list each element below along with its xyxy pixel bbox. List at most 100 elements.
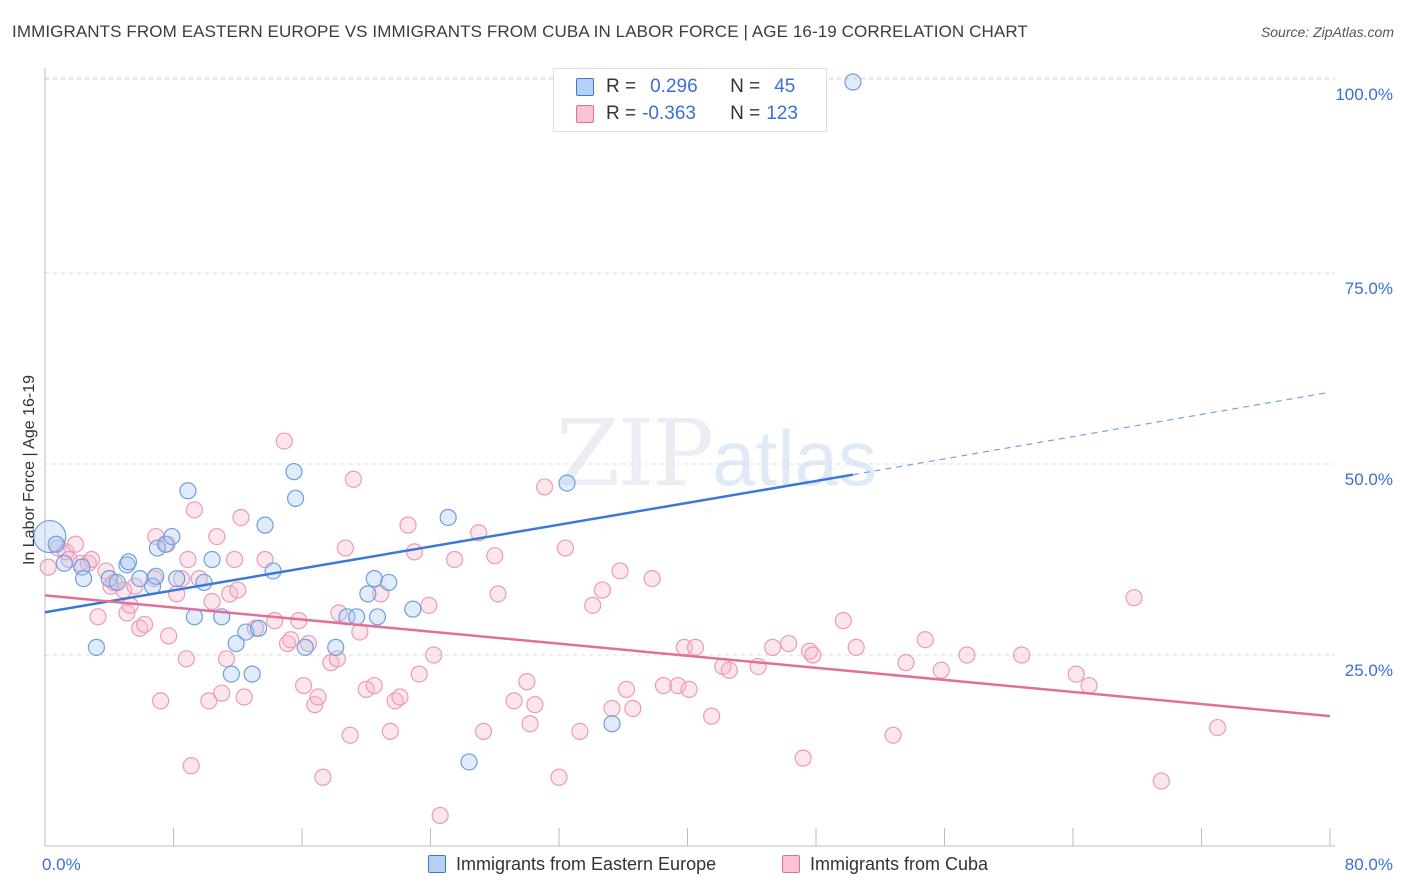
- point-eastern-europe: [296, 638, 314, 656]
- point-cuba: [780, 634, 798, 653]
- point-cuba: [445, 550, 464, 569]
- point-cuba: [282, 631, 300, 649]
- point-cuba: [172, 569, 191, 588]
- point-eastern-europe: [168, 569, 186, 588]
- point-eastern-europe: [195, 573, 213, 592]
- x-tick-label: 0.0%: [42, 855, 81, 874]
- point-cuba: [221, 585, 239, 603]
- point-cuba: [624, 699, 642, 718]
- bottom-legend-swatch-blue: [428, 855, 446, 873]
- point-cuba: [420, 596, 438, 614]
- legend-n-label: N =: [730, 76, 761, 97]
- point-cuba: [152, 692, 170, 710]
- point-eastern-europe: [119, 553, 138, 571]
- point-cuba: [232, 508, 250, 527]
- tick-labels: 25.0% 50.0% 75.0% 100.0% 0.0% 80.0%: [42, 85, 1393, 874]
- legend-swatch-blue: [576, 78, 594, 96]
- series-eastern-europe: [33, 73, 862, 771]
- watermark: ZIPatlas: [556, 400, 877, 507]
- point-cuba: [958, 646, 976, 664]
- stats-legend: R = 0.296 N = 45 R = -0.363 N = 123: [553, 68, 827, 132]
- point-eastern-europe: [256, 516, 274, 534]
- point-cuba: [535, 478, 554, 496]
- point-eastern-europe: [74, 569, 93, 588]
- point-eastern-europe: [404, 600, 422, 618]
- point-eastern-europe: [558, 474, 576, 492]
- y-axis-label: In Labor Force | Age 16-19: [21, 374, 38, 566]
- point-eastern-europe: [365, 569, 383, 588]
- legend-row-eastern-europe: R = 0.296 N = 45: [576, 75, 795, 99]
- point-cuba: [847, 638, 865, 656]
- point-cuba: [295, 676, 313, 695]
- trendlines: [44, 391, 1331, 718]
- point-cuba: [611, 562, 629, 580]
- point-cuba: [669, 676, 687, 695]
- x-tick-label: 80.0%: [1345, 855, 1393, 874]
- point-eastern-europe: [368, 608, 387, 626]
- point-cuba: [160, 627, 178, 645]
- legend-n-value: 123: [766, 103, 798, 124]
- point-eastern-europe: [237, 623, 255, 641]
- point-eastern-europe: [227, 634, 245, 653]
- point-cuba: [654, 676, 673, 695]
- point-cuba: [314, 768, 332, 786]
- point-eastern-europe: [108, 573, 126, 592]
- point-cuba: [1208, 718, 1227, 737]
- point-cuba: [185, 501, 203, 519]
- point-cuba: [686, 638, 705, 656]
- point-cuba: [410, 665, 428, 683]
- point-cuba: [617, 680, 636, 698]
- bottom-legend-label: Immigrants from Eastern Europe: [456, 853, 717, 874]
- point-cuba: [341, 726, 359, 744]
- point-cuba: [932, 661, 950, 679]
- point-eastern-europe: [380, 573, 398, 592]
- point-cuba: [179, 550, 197, 569]
- point-cuba: [702, 707, 721, 725]
- point-eastern-europe: [147, 567, 165, 585]
- point-eastern-europe: [243, 665, 261, 683]
- trendline-eastern-europe: [44, 473, 854, 614]
- point-cuba: [518, 673, 536, 691]
- point-eastern-europe: [603, 715, 621, 733]
- point-cuba: [1125, 589, 1143, 607]
- point-cuba: [489, 585, 507, 603]
- point-cuba: [66, 535, 85, 553]
- point-eastern-europe: [148, 539, 167, 557]
- point-cuba: [135, 615, 154, 634]
- legend-n-value: 45: [774, 76, 796, 97]
- trendline-cuba: [44, 594, 1331, 718]
- point-eastern-europe: [33, 519, 67, 554]
- legend-r-label: R =: [606, 103, 637, 124]
- point-cuba: [330, 604, 348, 622]
- point-cuba: [365, 676, 383, 695]
- point-eastern-europe: [203, 550, 221, 569]
- point-cuba: [1067, 665, 1085, 683]
- legend-r-label: R =: [606, 76, 637, 97]
- legend-row-cuba: R = -0.363 N = 123: [576, 102, 798, 126]
- point-eastern-europe: [163, 527, 181, 546]
- point-eastern-europe: [286, 489, 305, 507]
- point-cuba: [275, 432, 293, 450]
- point-eastern-europe: [222, 665, 240, 683]
- point-cuba: [521, 715, 539, 733]
- point-cuba: [182, 757, 200, 775]
- point-eastern-europe: [47, 535, 65, 553]
- point-cuba: [505, 692, 523, 710]
- point-eastern-europe: [179, 482, 197, 500]
- point-cuba: [794, 749, 812, 767]
- point-eastern-europe: [285, 463, 303, 481]
- point-cuba: [425, 646, 443, 664]
- axes: [44, 68, 1335, 847]
- point-cuba: [486, 547, 504, 565]
- y-tick-label: 25.0%: [1345, 661, 1393, 680]
- point-cuba: [309, 688, 327, 706]
- point-cuba: [584, 596, 602, 614]
- point-cuba: [200, 692, 218, 710]
- point-cuba: [225, 550, 244, 569]
- point-cuba: [405, 543, 424, 561]
- point-cuba: [203, 592, 221, 611]
- point-cuba: [897, 654, 915, 672]
- point-eastern-europe: [100, 569, 118, 588]
- point-cuba: [208, 527, 226, 546]
